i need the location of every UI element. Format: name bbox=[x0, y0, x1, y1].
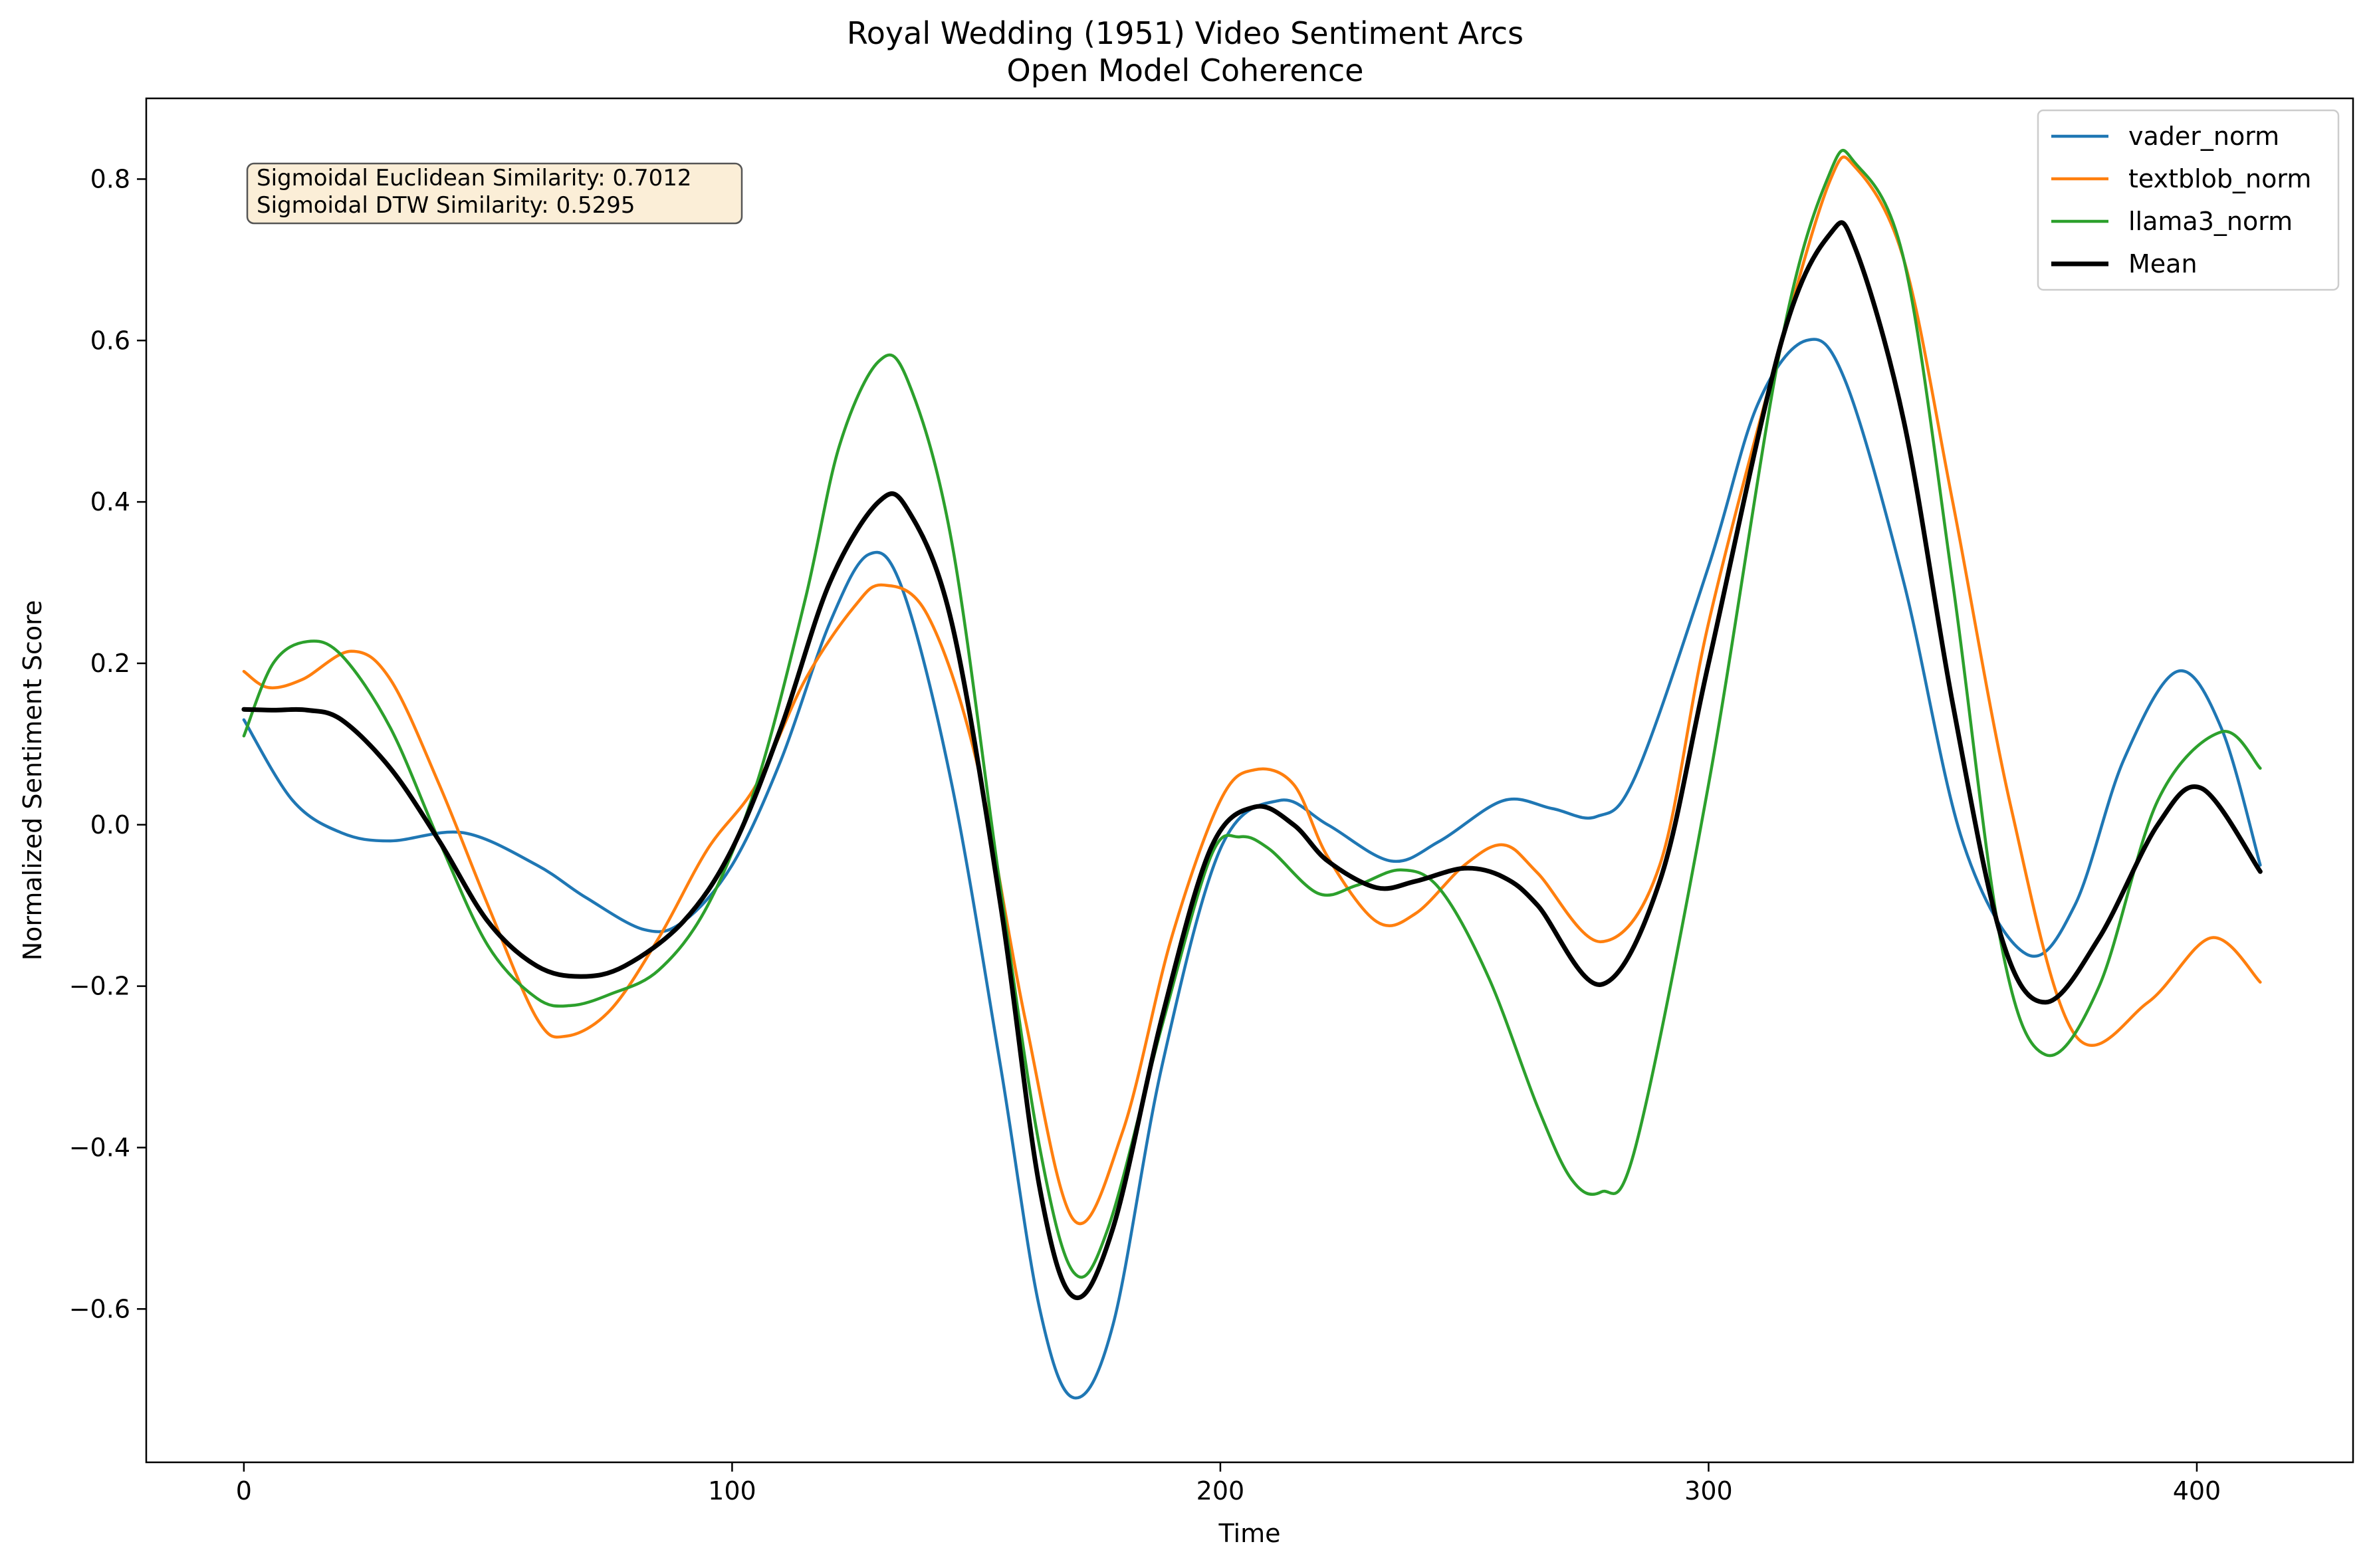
chart-title: Royal Wedding (1951) Video Sentiment Arc… bbox=[847, 15, 1524, 51]
plot-area bbox=[241, 148, 2263, 1400]
y-tick-label: −0.4 bbox=[69, 1133, 130, 1162]
y-tick-label: 0.4 bbox=[90, 487, 130, 516]
chart-subtitle: Open Model Coherence bbox=[1007, 53, 1364, 88]
x-axis-label: Time bbox=[1218, 1519, 1281, 1548]
legend-label: vader_norm bbox=[2128, 122, 2279, 151]
x-tick-label: 100 bbox=[708, 1476, 756, 1506]
y-tick-label: −0.2 bbox=[69, 972, 130, 1001]
y-tick-label: −0.6 bbox=[69, 1294, 130, 1323]
series-line-llama3-norm bbox=[242, 148, 2262, 1279]
y-tick-label: 0.0 bbox=[90, 810, 130, 840]
legend-label: textblob_norm bbox=[2128, 164, 2311, 193]
y-axis: −0.6 −0.4 −0.2 0.0 0.2 0.4 0.6 0.8 bbox=[69, 164, 146, 1323]
y-axis-label: Normalized Sentiment Score bbox=[18, 600, 47, 961]
legend-label: llama3_norm bbox=[2128, 207, 2293, 236]
y-tick-label: 0.8 bbox=[90, 164, 130, 193]
chart-legend: vader_norm textblob_norm llama3_norm Mean bbox=[2037, 109, 2340, 291]
x-tick-label: 400 bbox=[2173, 1476, 2221, 1506]
x-tick-label: 300 bbox=[1684, 1476, 1733, 1506]
x-axis: 0 100 200 300 400 bbox=[236, 1462, 2221, 1506]
series-line-mean bbox=[241, 220, 2263, 1300]
axes-frame bbox=[145, 97, 2354, 1464]
x-tick-label: 200 bbox=[1196, 1476, 1245, 1506]
y-tick-label: 0.2 bbox=[90, 649, 130, 678]
annotation-line-dtw: Sigmoidal DTW Similarity: 0.5295 bbox=[257, 192, 635, 219]
annotation-line-euclidean: Sigmoidal Euclidean Similarity: 0.7012 bbox=[257, 165, 691, 191]
legend-label: Mean bbox=[2128, 249, 2198, 279]
x-tick-label: 0 bbox=[236, 1476, 252, 1506]
similarity-annotation: Sigmoidal Euclidean Similarity: 0.7012 S… bbox=[246, 162, 743, 225]
annotation-box bbox=[246, 162, 743, 225]
y-tick-label: 0.6 bbox=[90, 326, 130, 355]
legend-box bbox=[2037, 109, 2340, 291]
